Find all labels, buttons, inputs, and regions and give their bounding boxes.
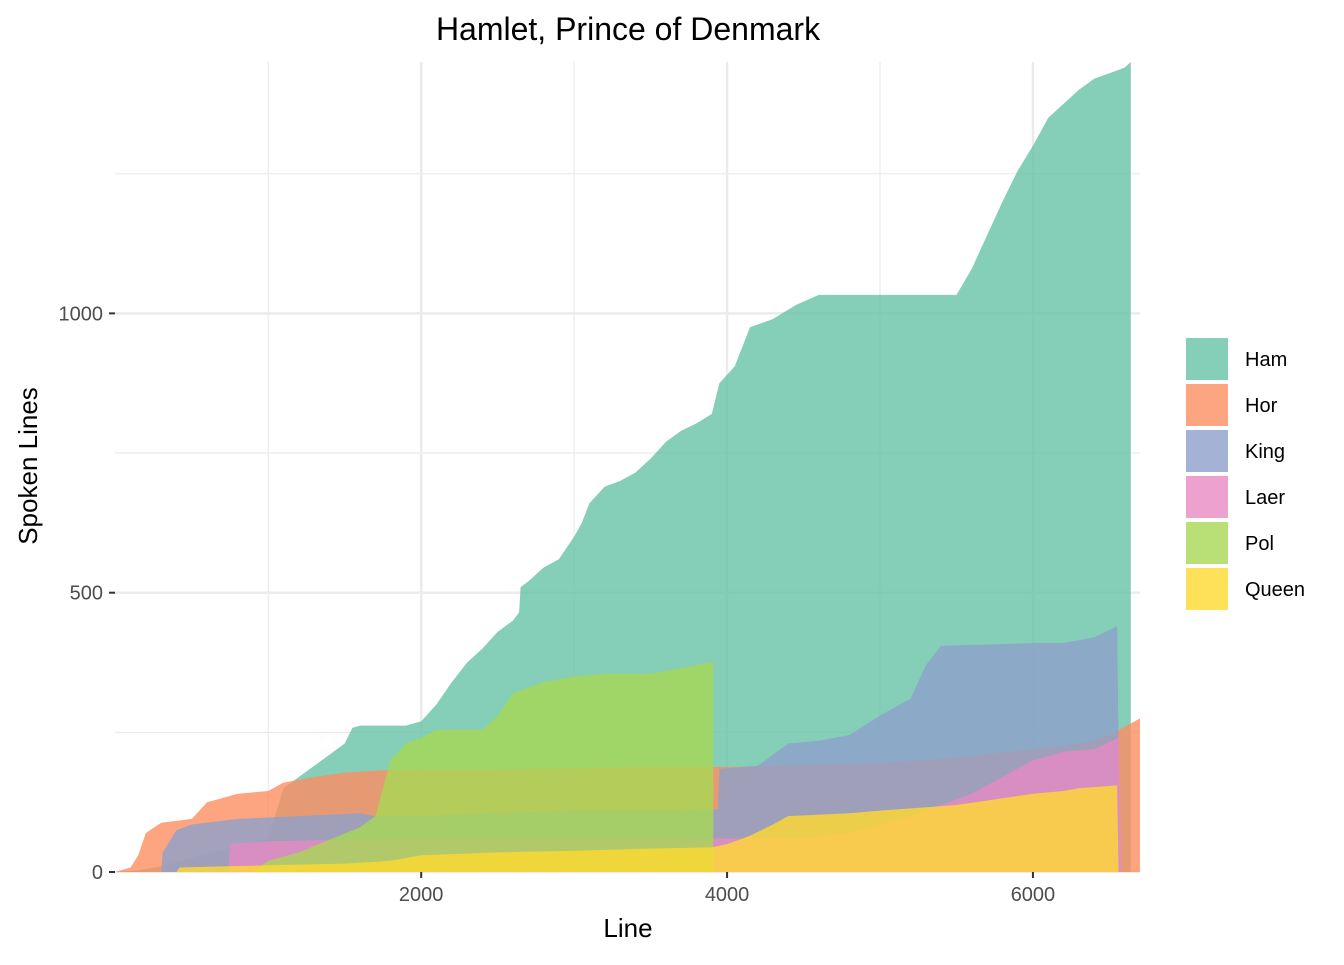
legend-key-hor [1186,384,1228,426]
x-axis-title: Line [603,913,652,943]
area-pol [253,662,714,872]
legend-key-queen [1186,568,1228,610]
legend-label-queen: Queen [1245,579,1305,601]
chart-title: Hamlet, Prince of Denmark [436,11,821,47]
y-axis-title: Spoken Lines [13,387,43,545]
legend-key-ham [1186,338,1228,380]
x-tick-label: 2000 [399,884,444,906]
legend-key-pol [1186,522,1228,564]
legend-label-king: King [1245,441,1285,463]
x-tick-label: 4000 [705,884,750,906]
y-tick-label: 1000 [59,303,104,325]
area-ham [115,62,1131,872]
legend-label-ham: Ham [1245,349,1287,371]
area-queen [176,785,1119,872]
legend: Ham Hor King Laer Pol Queen [1186,338,1305,610]
legend-label-laer: Laer [1245,487,1285,509]
area-series-layer [115,62,1140,872]
legend-key-laer [1186,476,1228,518]
area-king [161,626,1121,872]
axes: 0 500 1000 2000 4000 6000 [59,303,1056,906]
legend-key-king [1186,430,1228,472]
y-tick-label: 0 [92,862,103,884]
y-tick-label: 500 [70,583,103,605]
x-tick-label: 6000 [1011,884,1056,906]
legend-label-hor: Hor [1245,395,1278,417]
legend-label-pol: Pol [1245,533,1274,555]
